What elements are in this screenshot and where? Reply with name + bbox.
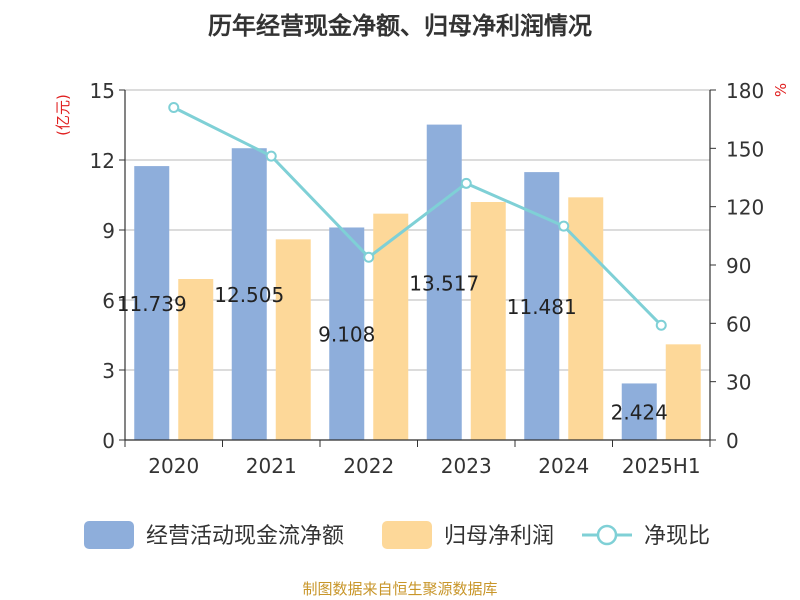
y-left-tick-label: 9: [102, 219, 115, 243]
y-right-tick-label: 120: [726, 196, 764, 220]
y-right-tick-label: 60: [726, 312, 751, 336]
ratio-line-point: [460, 177, 472, 189]
y-right-tick-label: 90: [726, 254, 751, 278]
bar-cashflow: [426, 124, 462, 440]
y-left-axis-label: (亿元): [54, 94, 72, 136]
bars: [134, 124, 701, 441]
x-tick-label: 2021: [246, 454, 297, 478]
bar-cashflow: [329, 227, 365, 440]
legend-swatch-ratio-point: [596, 524, 618, 546]
bar-net-profit: [665, 344, 701, 440]
legend-label-ratio: 净现比: [644, 524, 710, 549]
x-tick-label: 2023: [441, 454, 492, 478]
ratio-line-point: [655, 319, 667, 331]
y-right-tick-label: 150: [726, 137, 764, 161]
bar-data-label: 11.739: [117, 292, 187, 316]
y-right-tick-label: 30: [726, 371, 751, 395]
legend: 经营活动现金流净额 归母净利润 净现比: [84, 521, 710, 549]
y-left-tick-label: 3: [102, 359, 115, 383]
bar-net-profit: [373, 213, 409, 440]
legend-label-cashflow: 经营活动现金流净额: [146, 524, 344, 549]
y-left-tick-label: 0: [102, 429, 115, 453]
bar-net-profit: [178, 279, 214, 440]
bar-data-label: 12.505: [214, 283, 284, 307]
y-left-tick-label: 15: [90, 79, 115, 103]
bar-net-profit: [275, 239, 311, 440]
y-left-tick-label: 6: [102, 289, 115, 313]
legend-swatch-cashflow: [84, 521, 134, 549]
y-left-tick-label: 12: [90, 149, 115, 173]
source-note: 制图数据来自恒生聚源数据库: [302, 580, 498, 598]
bar-data-label: 11.481: [507, 295, 577, 319]
ratio-line-point: [363, 251, 375, 263]
x-tick-label: 2022: [343, 454, 394, 478]
bar-cashflow: [231, 148, 267, 440]
ratio-line-point: [265, 150, 277, 162]
legend-label-net-profit: 归母净利润: [444, 524, 554, 549]
data-labels: 11.739 12.505 9.108 13.517 11.481 2.424: [117, 271, 668, 424]
bar-net-profit: [470, 202, 506, 440]
ratio-line: [168, 102, 667, 331]
y-right-tick-label: 180: [726, 79, 764, 103]
legend-swatch-net-profit: [382, 521, 432, 549]
bar-data-label: 2.424: [611, 401, 668, 425]
x-tick-label: 2025H1: [622, 454, 701, 478]
x-tick-label: 2024: [538, 454, 589, 478]
y-right-axis-label: %: [772, 83, 790, 97]
y-right-tick-label: 0: [726, 429, 739, 453]
chart-title: 历年经营现金净额、归母净利润情况: [208, 12, 592, 40]
ratio-line-point: [168, 102, 180, 113]
bar-data-label: 9.108: [318, 323, 375, 347]
x-tick-label: 2020: [148, 454, 199, 478]
bar-data-label: 13.517: [409, 271, 479, 295]
ratio-line-path: [173, 106, 663, 327]
ratio-line-point: [558, 220, 570, 232]
bar-cashflow: [134, 166, 170, 440]
bar-cashflow: [621, 383, 657, 440]
